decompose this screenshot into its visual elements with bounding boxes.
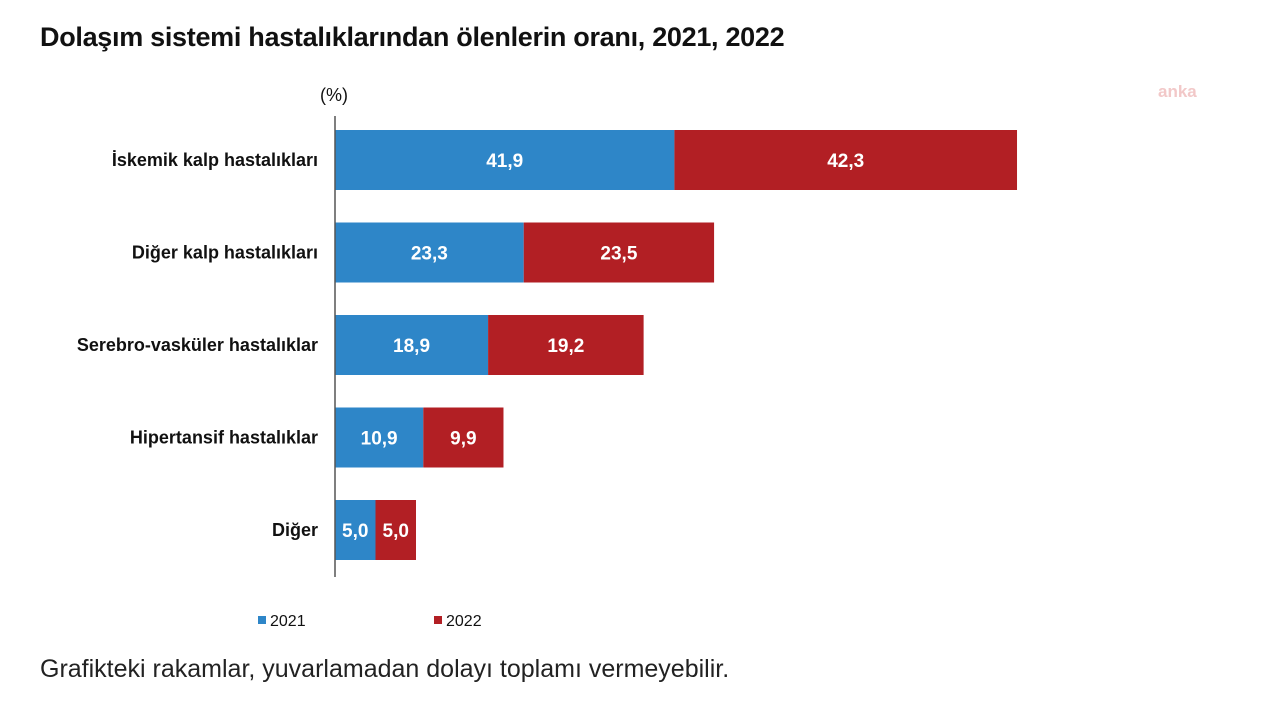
bar-2022 bbox=[375, 500, 416, 560]
footnote: Grafikteki rakamlar, yuvarlamadan dolayı… bbox=[40, 655, 730, 683]
data-label-2021: 10,9 bbox=[361, 429, 398, 450]
legend-label-2022: 2022 bbox=[446, 613, 482, 630]
bar-2022 bbox=[523, 222, 715, 283]
category-label: İskemik kalp hastalıkları bbox=[112, 150, 318, 170]
category-label: Diğer kalp hastalıkları bbox=[132, 243, 318, 263]
watermark-logo: anka bbox=[1158, 82, 1197, 101]
data-label-2022: 42,3 bbox=[827, 151, 864, 172]
chart-title: Dolaşım sistemi hastalıklarından ölenler… bbox=[40, 22, 785, 52]
data-label-2022: 9,9 bbox=[450, 429, 476, 450]
data-label-2021: 23,3 bbox=[411, 244, 448, 265]
data-label-2022: 19,2 bbox=[547, 336, 584, 357]
category-label: Diğer bbox=[272, 520, 318, 540]
data-label-2021: 5,0 bbox=[342, 521, 368, 542]
bar-2021 bbox=[335, 222, 524, 283]
bars-group: İskemik kalp hastalıkları 41,9 42,3 Diğer k… bbox=[77, 130, 1018, 560]
data-label-2021: 41,9 bbox=[486, 151, 523, 172]
bar-2022 bbox=[423, 407, 504, 468]
bar-2022 bbox=[674, 130, 1018, 190]
bar-2021 bbox=[335, 407, 424, 468]
data-label-2021: 18,9 bbox=[393, 336, 430, 357]
bar-2021 bbox=[335, 130, 675, 190]
data-label-2022: 23,5 bbox=[600, 244, 637, 265]
legend-swatch-2021 bbox=[258, 616, 266, 624]
legend-swatch-2022 bbox=[434, 616, 442, 624]
bar-2021 bbox=[335, 500, 376, 560]
category-label: Serebro-vasküler hastalıklar bbox=[77, 335, 318, 355]
bar-2022 bbox=[488, 315, 644, 375]
unit-label: (%) bbox=[320, 85, 348, 105]
legend-label-2021: 2021 bbox=[270, 613, 306, 630]
legend: 2021 2022 bbox=[258, 613, 482, 630]
category-label: Hipertansif hastalıklar bbox=[130, 428, 318, 448]
data-label-2022: 5,0 bbox=[383, 521, 409, 542]
bar-2021 bbox=[335, 315, 489, 375]
